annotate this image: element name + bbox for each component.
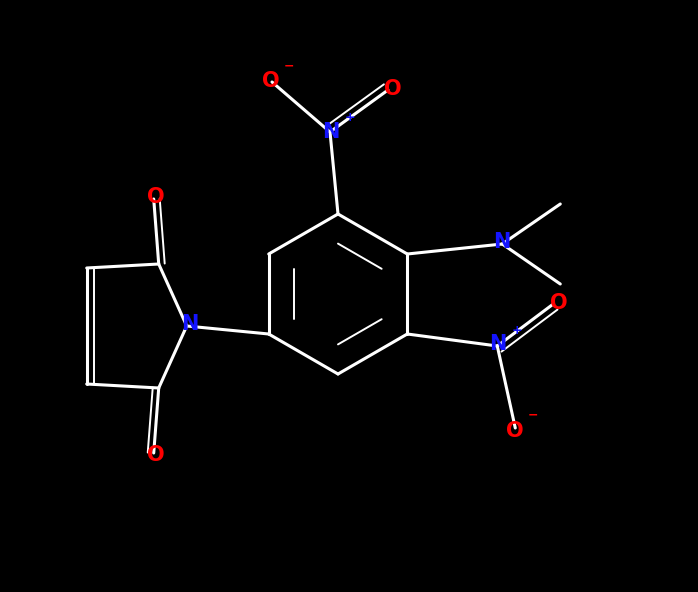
Text: N: N: [489, 334, 507, 354]
Text: O: O: [147, 187, 165, 207]
Text: N: N: [493, 232, 511, 252]
Text: −: −: [284, 60, 295, 72]
Text: +: +: [345, 111, 355, 124]
Text: N: N: [322, 122, 340, 142]
Text: O: O: [384, 79, 402, 99]
Text: +: +: [512, 323, 523, 336]
Text: O: O: [551, 293, 568, 313]
Text: O: O: [262, 71, 280, 91]
Text: O: O: [147, 445, 165, 465]
Text: O: O: [507, 421, 524, 441]
Text: N: N: [181, 314, 198, 334]
Text: −: −: [528, 408, 539, 422]
